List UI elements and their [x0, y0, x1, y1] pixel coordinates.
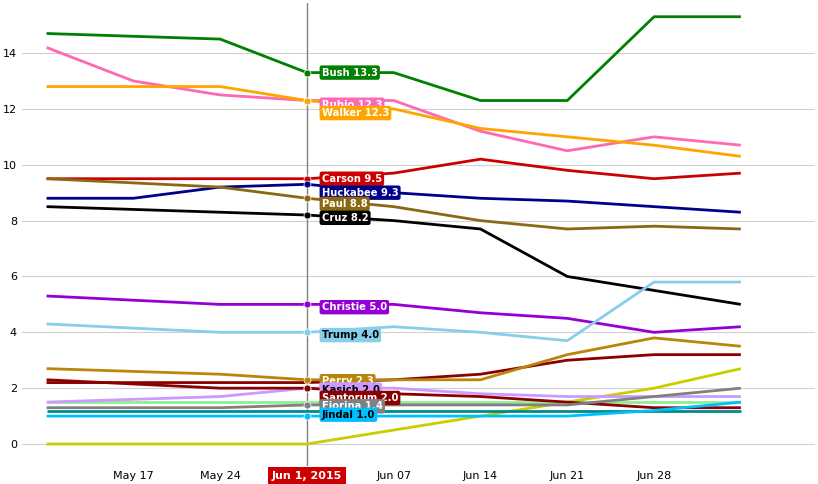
Text: Walker 12.3: Walker 12.3 — [321, 108, 389, 118]
Text: Santorum 2.0: Santorum 2.0 — [321, 393, 398, 403]
Text: Carson 9.5: Carson 9.5 — [321, 174, 382, 184]
Text: Trump 4.0: Trump 4.0 — [321, 330, 379, 340]
Text: Rubio 12.3: Rubio 12.3 — [321, 100, 382, 110]
Text: Bush 13.3: Bush 13.3 — [321, 68, 378, 77]
Text: Huckabee 9.3: Huckabee 9.3 — [321, 188, 398, 197]
Text: Paul 8.8: Paul 8.8 — [321, 199, 367, 209]
Text: Christie 5.0: Christie 5.0 — [321, 302, 387, 312]
Text: Kasich 2.0: Kasich 2.0 — [321, 385, 380, 394]
Text: Cruz 8.2: Cruz 8.2 — [321, 213, 368, 223]
Text: Perry 2.3: Perry 2.3 — [321, 376, 373, 386]
Text: Jindal 1.0: Jindal 1.0 — [321, 409, 375, 420]
Text: Fiorina 1.4: Fiorina 1.4 — [321, 401, 383, 411]
